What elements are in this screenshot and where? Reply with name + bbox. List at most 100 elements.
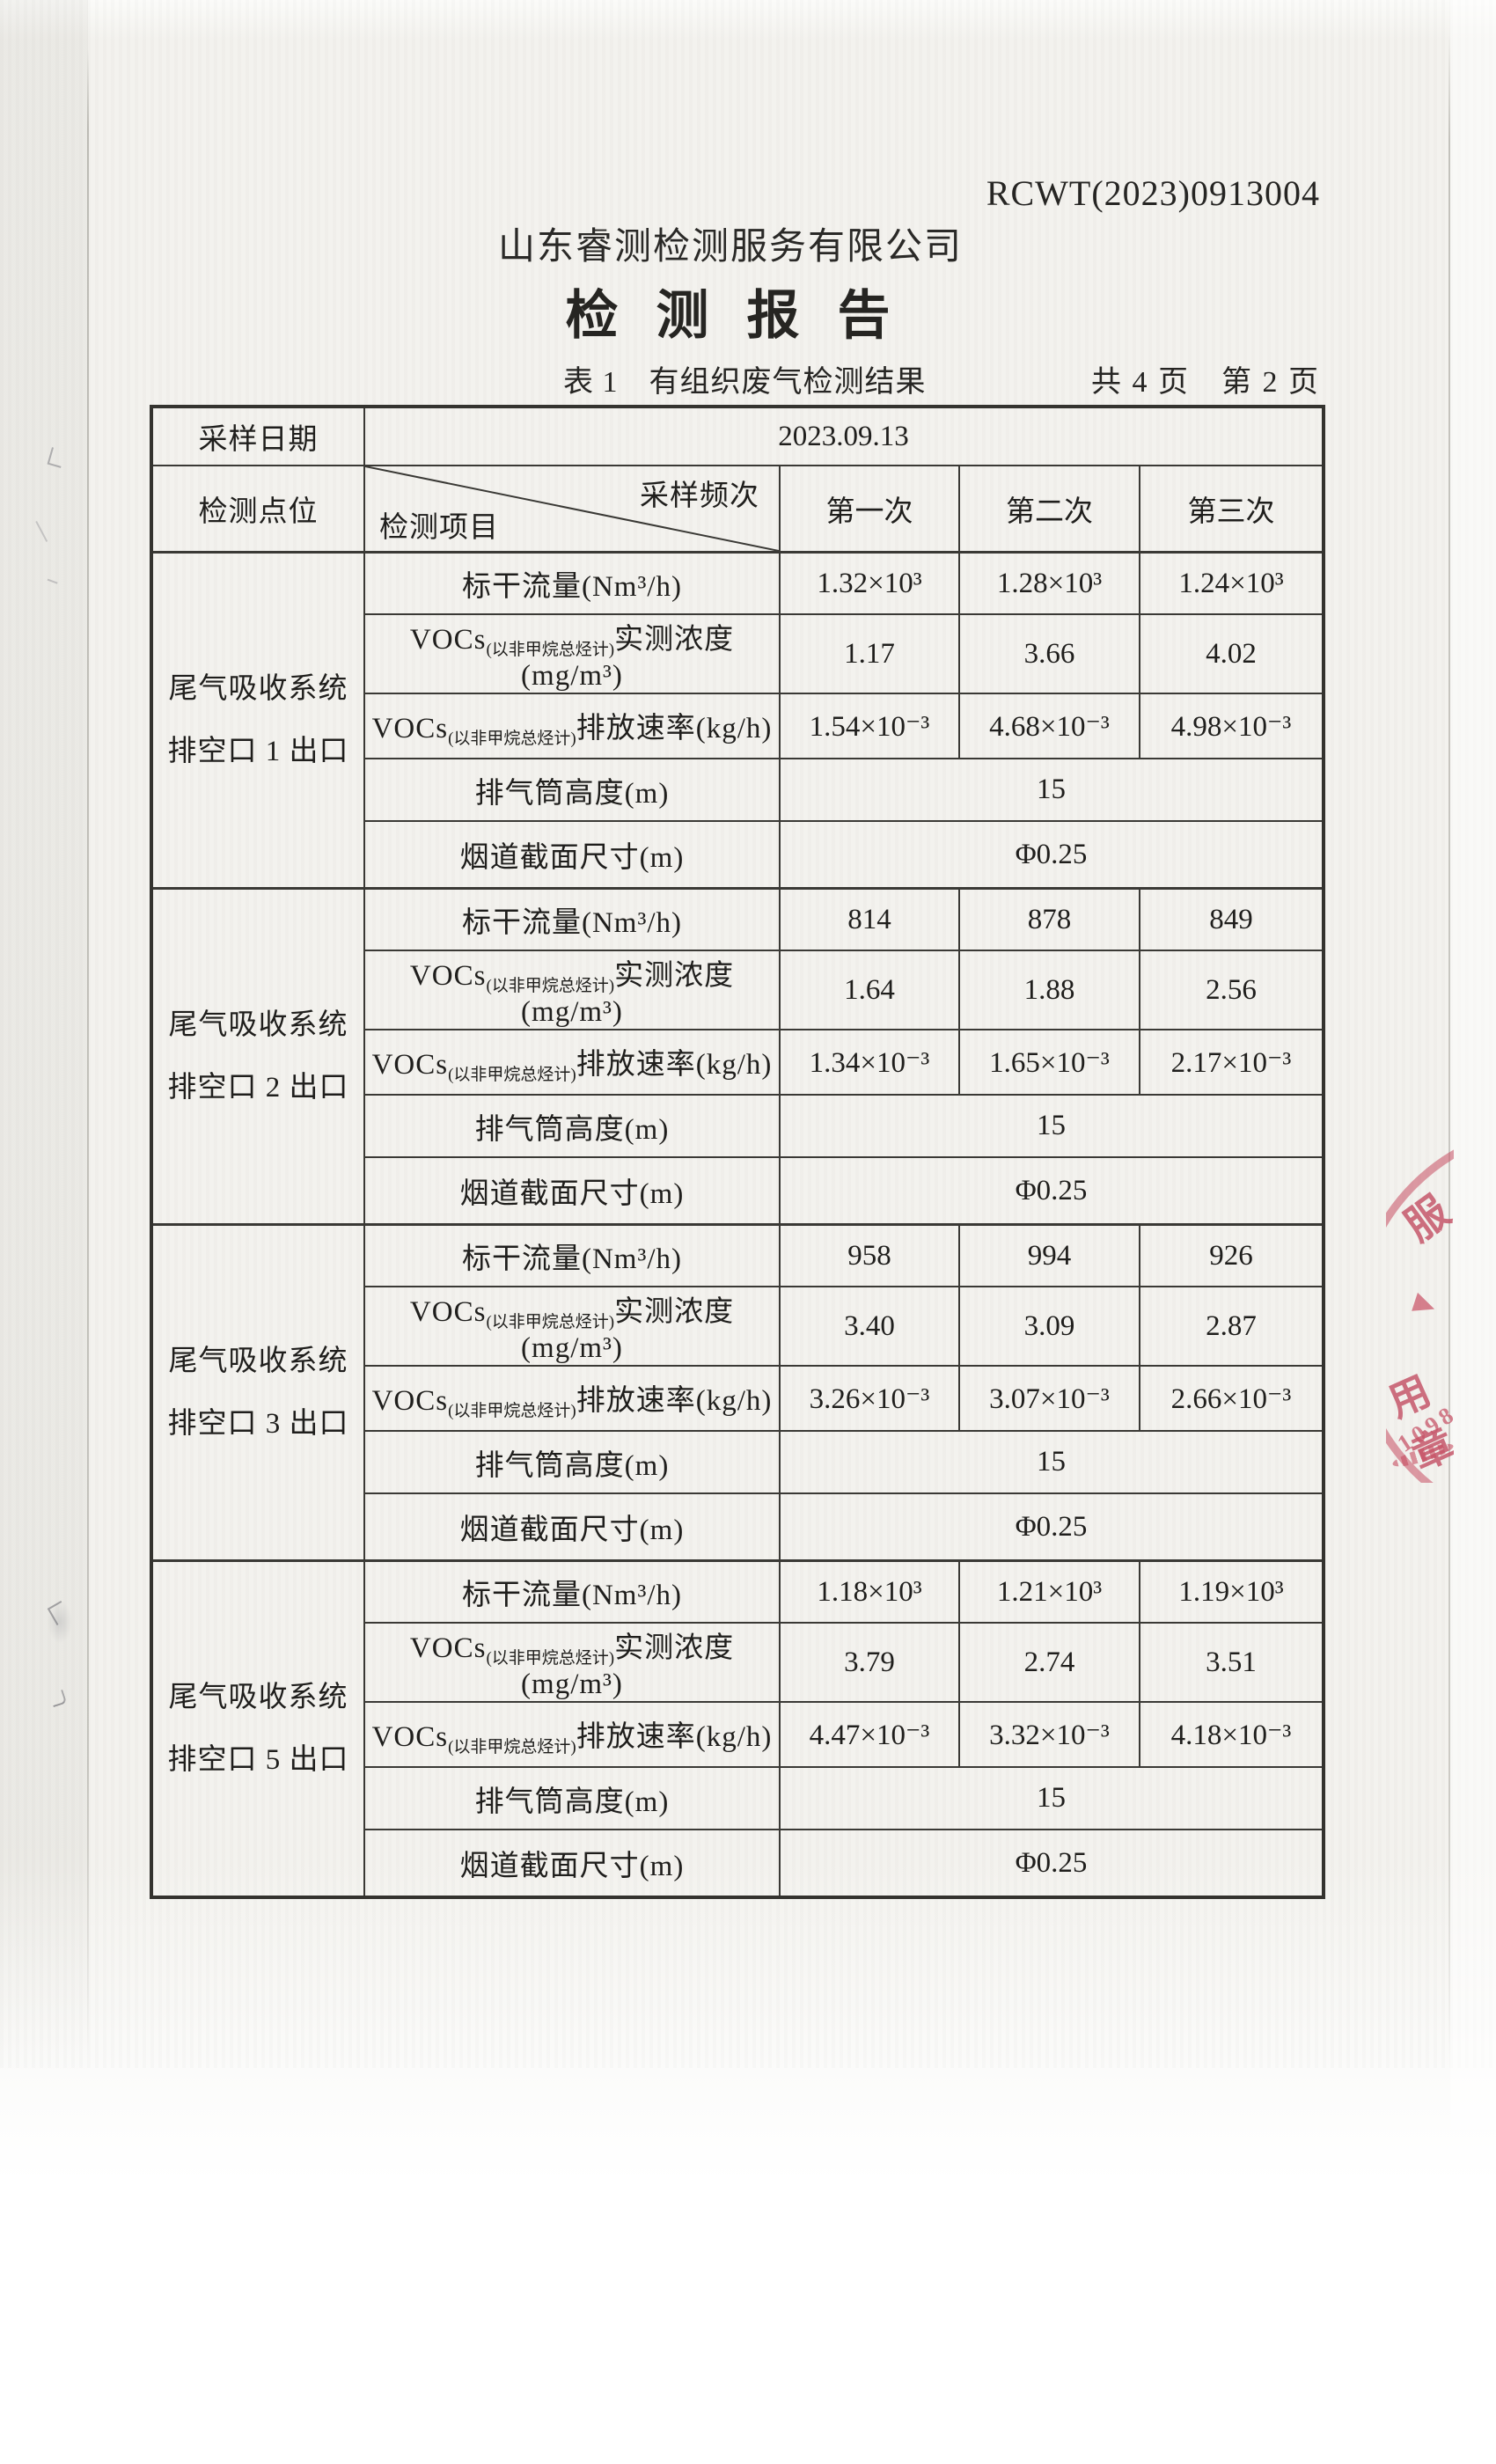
value-cell: 958	[779, 1223, 960, 1287]
table-row: 尾气吸收系统 排空口 3 出口 标干流量(Nm³/h) 958 994 926	[150, 1223, 1324, 1562]
table-row: VOCs(以非甲烷总烃计)排放速率(kg/h) 4.47×10⁻³ 3.32×1…	[151, 1701, 1324, 1768]
table-row: 排气筒高度(m) 15	[151, 1094, 1324, 1158]
value-cell: 1.54×10⁻³	[779, 693, 960, 759]
value-cell: 1.19×10³	[1139, 1559, 1324, 1624]
value-cell: 15	[779, 1430, 1324, 1494]
table-caption: 表 1 有组织废气检测结果	[563, 366, 927, 399]
value-cell: 3.79	[779, 1622, 960, 1703]
run-header-2: 第二次	[958, 465, 1140, 554]
table-row: VOCs(以非甲烷总烃计)实测浓度(mg/m³) 1.17 3.66 4.02	[151, 613, 1324, 694]
parameter-label-cell: 排气筒高度(m)	[363, 1430, 781, 1494]
value-cell: 926	[1139, 1223, 1324, 1287]
value-cell: 1.64	[779, 950, 960, 1030]
diagonal-header-cell: 采样频次 检测项目	[363, 465, 781, 554]
value-cell: 2.87	[1139, 1286, 1324, 1367]
parameter-label-cell: VOCs(以非甲烷总烃计)排放速率(kg/h)	[363, 1029, 781, 1096]
monitoring-point-cell: 尾气吸收系统 排空口 2 出口	[150, 887, 365, 1226]
value-cell: Φ0.25	[779, 1829, 1324, 1898]
table-row: VOCs(以非甲烷总烃计)实测浓度(mg/m³) 3.40 3.09 2.87	[151, 1286, 1324, 1367]
value-cell: 4.68×10⁻³	[958, 693, 1140, 759]
parameter-label-cell: VOCs(以非甲烷总烃计)实测浓度(mg/m³)	[363, 613, 781, 694]
table-row: 尾气吸收系统 排空口 5 出口 标干流量(Nm³/h) 1.18×10³ 1.2…	[150, 1559, 1324, 1898]
value-cell: 1.21×10³	[958, 1559, 1140, 1624]
value-cell: 1.18×10³	[779, 1559, 960, 1624]
parameter-label-cell: 烟道截面尺寸(m)	[363, 820, 781, 890]
vocs-prefix: VOCs	[409, 1296, 487, 1328]
value-cell: 1.28×10³	[958, 551, 1140, 615]
vocs-subscript: (以非甲烷总烃计)	[486, 1649, 615, 1668]
diagonal-top-label: 采样频次	[640, 480, 759, 512]
table-row: VOCs(以非甲烷总烃计)实测浓度(mg/m³) 1.64 1.88 2.56	[151, 950, 1324, 1030]
value-cell: 15	[779, 1094, 1324, 1158]
scan-right-margin	[1450, 0, 1496, 2130]
value-cell: 2.66×10⁻³	[1139, 1365, 1324, 1432]
vocs-prefix: VOCs	[409, 1632, 487, 1664]
vocs-subscript: (以非甲烷总烃计)	[486, 977, 615, 995]
conc-suffix: 实测浓度(mg/m³)	[521, 1296, 735, 1364]
table-row: 烟道截面尺寸(m) Φ0.25	[151, 1829, 1324, 1898]
parameter-label-cell: 烟道截面尺寸(m)	[363, 1492, 781, 1562]
diagonal-line	[365, 466, 779, 551]
value-cell: 849	[1139, 887, 1324, 951]
vocs-subscript: (以非甲烷总烃计)	[486, 641, 615, 659]
value-cell: 994	[958, 1223, 1140, 1287]
value-cell: 3.66	[958, 613, 1140, 694]
table-row: 烟道截面尺寸(m) Φ0.25	[151, 1492, 1324, 1562]
value-cell: 814	[779, 887, 960, 951]
sampling-date-row: 采样日期 2023.09.13	[150, 406, 1324, 466]
table-row: 排气筒高度(m) 15	[151, 1430, 1324, 1494]
value-cell: Φ0.25	[779, 1156, 1324, 1226]
value-cell: 3.26×10⁻³	[779, 1365, 960, 1432]
report-number: RCWT(2023)0913004	[986, 173, 1320, 213]
report-title: 检 测 报 告	[565, 287, 903, 345]
value-cell: 2.74	[958, 1622, 1140, 1703]
value-cell: 1.34×10⁻³	[779, 1029, 960, 1096]
vocs-prefix: VOCs	[371, 1048, 449, 1081]
parameter-label-cell: 标干流量(Nm³/h)	[363, 887, 781, 951]
parameter-label-cell: VOCs(以非甲烷总烃计)排放速率(kg/h)	[363, 1365, 781, 1432]
monitoring-point-cell: 尾气吸收系统 排空口 3 出口	[150, 1223, 365, 1562]
value-cell: 1.17	[779, 613, 960, 694]
run-header-3: 第三次	[1139, 465, 1324, 554]
value-cell: 4.47×10⁻³	[779, 1701, 960, 1768]
page-crease-line	[87, 48, 89, 2055]
rate-suffix: 排放速率(kg/h)	[576, 1720, 773, 1753]
monitoring-point-cell: 尾气吸收系统 排空口 5 出口	[150, 1559, 365, 1898]
value-cell: 2.56	[1139, 950, 1324, 1030]
value-cell: 4.98×10⁻³	[1139, 693, 1324, 759]
table-row: VOCs(以非甲烷总烃计)排放速率(kg/h) 3.26×10⁻³ 3.07×1…	[151, 1365, 1324, 1432]
vocs-subscript: (以非甲烷总烃计)	[486, 1313, 615, 1331]
value-cell: 1.88	[958, 950, 1140, 1030]
parameter-label-cell: VOCs(以非甲烷总烃计)实测浓度(mg/m³)	[363, 1286, 781, 1367]
table-row: 排气筒高度(m) 15	[151, 1766, 1324, 1830]
paper-right-edge	[1448, 35, 1450, 2059]
table-row: 尾气吸收系统 排空口 1 出口 标干流量(Nm³/h) 1.32×10³ 1.2…	[150, 551, 1324, 890]
conc-suffix: 实测浓度(mg/m³)	[521, 960, 735, 1028]
rate-suffix: 排放速率(kg/h)	[576, 1048, 773, 1081]
point-column-label: 检测点位	[150, 465, 365, 554]
table-row: VOCs(以非甲烷总烃计)排放速率(kg/h) 1.54×10⁻³ 4.68×1…	[151, 693, 1324, 759]
table-row: 烟道截面尺寸(m) Φ0.25	[151, 820, 1324, 890]
sampling-date-label: 采样日期	[150, 406, 365, 466]
vocs-prefix: VOCs	[409, 960, 487, 992]
value-cell: Φ0.25	[779, 820, 1324, 890]
conc-suffix: 实测浓度(mg/m³)	[521, 1632, 735, 1700]
parameter-label-cell: 排气筒高度(m)	[363, 1094, 781, 1158]
value-cell: 878	[958, 887, 1140, 951]
value-cell: 15	[779, 758, 1324, 822]
table-row: 排气筒高度(m) 15	[151, 758, 1324, 822]
results-table: 采样日期 2023.09.13 检测点位 采样频次 检测项目 第一次 第二次 第…	[150, 405, 1325, 1899]
vocs-prefix: VOCs	[409, 624, 487, 656]
conc-suffix: 实测浓度(mg/m³)	[521, 624, 735, 692]
value-cell: Φ0.25	[779, 1492, 1324, 1562]
scan-left-shadow	[0, 0, 88, 2077]
table-row: VOCs(以非甲烷总烃计)排放速率(kg/h) 1.34×10⁻³ 1.65×1…	[151, 1029, 1324, 1096]
page-count: 共 4 页 第 2 页	[1091, 366, 1320, 399]
vocs-subscript: (以非甲烷总烃计)	[448, 1737, 576, 1756]
vocs-subscript: (以非甲烷总烃计)	[448, 1401, 576, 1420]
table-row: 烟道截面尺寸(m) Φ0.25	[151, 1156, 1324, 1226]
parameter-label-cell: VOCs(以非甲烷总烃计)实测浓度(mg/m³)	[363, 1622, 781, 1703]
diagonal-bottom-label: 检测项目	[379, 512, 499, 544]
header-row: 检测点位 采样频次 检测项目 第一次 第二次 第三次	[150, 465, 1324, 554]
